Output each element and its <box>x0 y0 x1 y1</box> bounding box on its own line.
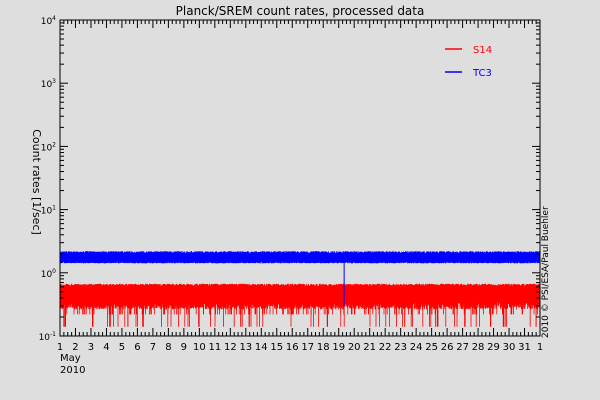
y-tick-label: 103 <box>41 78 56 90</box>
y-tick-label: 100 <box>41 268 56 280</box>
x-tick-label: 10 <box>193 342 206 353</box>
x-tick-label: 12 <box>224 342 237 353</box>
x-axis-ticks: 1 2 3 4 5 6 7 8 9 10 11 12 13 14 15 16 17 18 19 20 21 22 23 24 2… <box>57 20 543 353</box>
x-tick-label: 27 <box>456 342 469 353</box>
y-axis-label: Count rates [1/sec] <box>30 129 43 235</box>
x-tick-label: 6 <box>134 342 140 353</box>
x-tick-label: 9 <box>181 342 187 353</box>
x-tick-label: 16 <box>286 342 299 353</box>
y-tick-label: 10-1 <box>39 331 57 343</box>
legend-label-tc3: TC3 <box>472 68 492 79</box>
x-tick-label: 1 <box>57 342 63 353</box>
chart-title: Planck/SREM count rates, processed data <box>176 4 425 18</box>
x-tick-label: 8 <box>165 342 171 353</box>
y-tick-label: 102 <box>41 141 56 153</box>
x-tick-label: 4 <box>103 342 109 353</box>
x-tick-label: 21 <box>363 342 376 353</box>
series-tc3-line <box>59 251 541 264</box>
x-tick-label: 26 <box>441 342 454 353</box>
x-axis-year: 2010 <box>60 365 85 376</box>
x-tick-label: 20 <box>348 342 361 353</box>
legend-label-s14: S14 <box>473 45 492 56</box>
x-tick-label: 13 <box>239 342 252 353</box>
plot-area <box>59 19 541 337</box>
credit-label: 2010 © PSI/ESA/Paul Buehler <box>541 206 551 338</box>
x-tick-label: 14 <box>255 342 268 353</box>
x-tick-label: 31 <box>518 342 531 353</box>
x-tick-label: 1 <box>537 342 543 353</box>
x-tick-label: 2 <box>72 342 78 353</box>
y-axis-ticks: 10-1 100 101 102 103 104 <box>39 15 540 343</box>
x-tick-label: 19 <box>332 342 345 353</box>
x-tick-label: 24 <box>410 342 423 353</box>
x-tick-label: 29 <box>487 342 500 353</box>
x-tick-label: 22 <box>379 342 392 353</box>
x-tick-label: 28 <box>472 342 485 353</box>
x-axis-month: May <box>60 353 81 364</box>
y-tick-label: 101 <box>41 205 56 217</box>
x-tick-label: 15 <box>270 342 283 353</box>
y-tick-label: 104 <box>41 15 56 27</box>
legend: S14 TC3 <box>445 45 492 79</box>
x-tick-label: 25 <box>425 342 438 353</box>
x-tick-label: 18 <box>317 342 330 353</box>
x-tick-label: 30 <box>503 342 516 353</box>
x-tick-label: 7 <box>150 342 156 353</box>
x-tick-label: 17 <box>301 342 314 353</box>
x-tick-label: 3 <box>88 342 94 353</box>
x-tick-label: 11 <box>208 342 221 353</box>
x-tick-label: 23 <box>394 342 407 353</box>
x-tick-label: 5 <box>119 342 125 353</box>
